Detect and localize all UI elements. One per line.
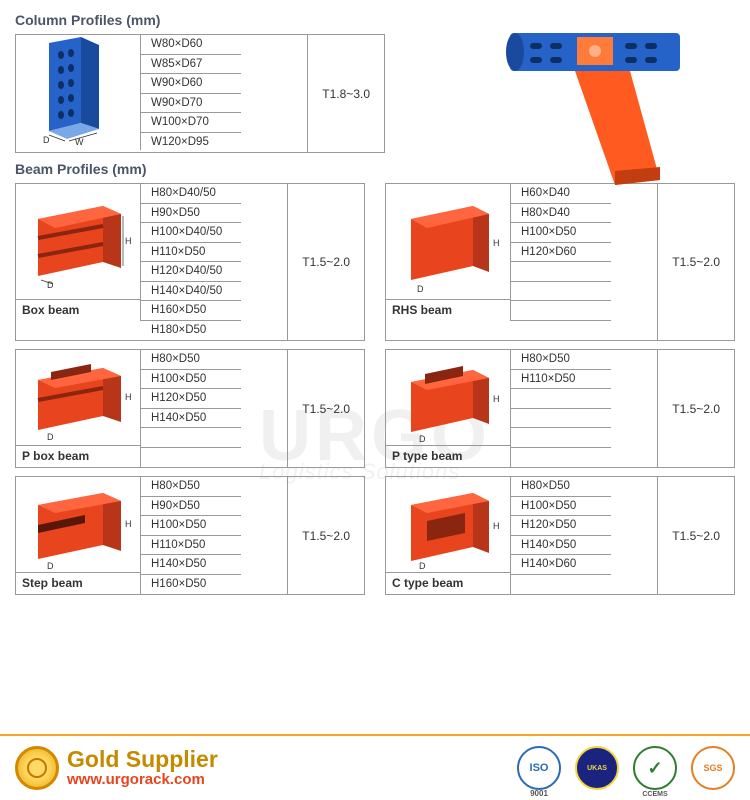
spec-cell: H160×D50 [141, 575, 241, 595]
ptype-beam-image: H D [386, 350, 510, 445]
certification-badges [517, 746, 735, 790]
rhs-beam-label: RHS beam [386, 299, 510, 321]
product-image [485, 15, 705, 195]
spec-cell: H140×D40/50 [141, 282, 241, 302]
spec-cell: H140×D60 [511, 555, 611, 575]
spec-cell [511, 448, 611, 468]
ptype-beam-thickness: T1.5~2.0 [658, 350, 734, 467]
ctype-beam-table: H D C type beam H80×D50 H100×D50 H120×D5… [385, 476, 735, 595]
ptype-beam-table: H D P type beam H80×D50 H110×D50 [385, 349, 735, 468]
spec-cell: H100×D50 [141, 516, 241, 536]
spec-cell [141, 428, 241, 448]
spec-cell [511, 428, 611, 448]
spec-cell: H120×D50 [511, 516, 611, 536]
ctype-beam-image: H D [386, 477, 510, 572]
column-profile-image: D W [16, 35, 140, 150]
spec-cell: H80×D50 [511, 477, 611, 497]
spec-cell: H140×D50 [141, 555, 241, 575]
spec-cell: H110×D50 [141, 536, 241, 556]
svg-text:D: D [43, 135, 50, 145]
spec-cell [511, 575, 611, 595]
box-beam-table: H D Box beam H80×D40/50 H90×D50 H100×D40… [15, 183, 365, 341]
footer-url: www.urgorack.com [67, 771, 218, 789]
spec-cell: W120×D95 [141, 133, 241, 153]
rhs-beam-thickness: T1.5~2.0 [658, 184, 734, 340]
step-beam-thickness: T1.5~2.0 [288, 477, 364, 594]
pbox-beam-label: P box beam [16, 445, 140, 467]
gold-supplier-text: Gold Supplier [67, 748, 218, 771]
spec-cell: H90×D50 [141, 204, 241, 224]
box-beam-image: H D [16, 184, 140, 299]
spec-cell [511, 282, 611, 302]
svg-text:H: H [493, 394, 500, 404]
iso-badge-icon [517, 746, 561, 790]
spec-cell: H160×D50 [141, 301, 241, 321]
sgs-badge-icon [691, 746, 735, 790]
column-thickness: T1.8~3.0 [308, 35, 384, 152]
spec-cell: W90×D60 [141, 74, 241, 94]
ctype-beam-label: C type beam [386, 572, 510, 594]
spec-cell [511, 409, 611, 429]
spec-cell: H110×D50 [511, 370, 611, 390]
spec-cell: H120×D60 [511, 243, 611, 263]
box-beam-thickness: T1.5~2.0 [288, 184, 364, 340]
spec-cell: H90×D50 [141, 497, 241, 517]
step-beam-image: H D [16, 477, 140, 572]
svg-text:D: D [47, 280, 54, 290]
gold-coin-icon [15, 746, 59, 790]
spec-cell: H80×D50 [141, 477, 241, 497]
spec-cell: W80×D60 [141, 35, 241, 55]
svg-text:D: D [419, 561, 426, 571]
spec-cell [511, 321, 611, 341]
spec-cell: H100×D50 [141, 370, 241, 390]
svg-text:H: H [125, 392, 132, 402]
spec-cell: W85×D67 [141, 55, 241, 75]
ctype-beam-thickness: T1.5~2.0 [658, 477, 734, 594]
spec-cell: H140×D50 [511, 536, 611, 556]
rhs-beam-table: H D RHS beam H60×D40 H80×D40 H100×D50 H1… [385, 183, 735, 341]
spec-cell: H180×D50 [141, 321, 241, 341]
pbox-beam-table: H D P box beam H80×D50 H100×D50 H120×D50… [15, 349, 365, 468]
spec-cell: H100×D50 [511, 497, 611, 517]
footer: Gold Supplier www.urgorack.com [0, 734, 750, 800]
spec-cell: H140×D50 [141, 409, 241, 429]
spec-cell: H80×D40 [511, 204, 611, 224]
spec-cell: H120×D40/50 [141, 262, 241, 282]
spec-cell: H100×D40/50 [141, 223, 241, 243]
spec-cell [511, 389, 611, 409]
ccems-badge-icon [633, 746, 677, 790]
column-sizes: W80×D60 W85×D67 W90×D60 W90×D70 W100×D70… [141, 35, 308, 152]
spec-cell [511, 301, 611, 321]
svg-text:H: H [125, 236, 132, 246]
box-beam-label: Box beam [16, 299, 140, 321]
spec-cell: W100×D70 [141, 113, 241, 133]
svg-text:H: H [125, 519, 132, 529]
step-beam-table: H D Step beam H80×D50 H90×D50 H100×D50 H… [15, 476, 365, 595]
svg-text:H: H [493, 238, 500, 248]
spec-cell: W90×D70 [141, 94, 241, 114]
svg-text:D: D [417, 284, 424, 294]
svg-text:D: D [47, 561, 54, 571]
spec-cell [141, 448, 241, 468]
spec-cell: H120×D50 [141, 389, 241, 409]
pbox-beam-image: H D [16, 350, 140, 445]
spec-cell [511, 262, 611, 282]
spec-cell: H80×D50 [141, 350, 241, 370]
ptype-beam-label: P type beam [386, 445, 510, 467]
spec-cell: H100×D50 [511, 223, 611, 243]
svg-text:D: D [419, 434, 426, 444]
svg-text:D: D [47, 432, 54, 442]
step-beam-label: Step beam [16, 572, 140, 594]
spec-cell: H110×D50 [141, 243, 241, 263]
pbox-beam-thickness: T1.5~2.0 [288, 350, 364, 467]
svg-text:H: H [493, 521, 500, 531]
rhs-beam-image: H D [386, 184, 510, 299]
spec-cell: H80×D50 [511, 350, 611, 370]
ukas-badge-icon [575, 746, 619, 790]
spec-cell: H80×D40/50 [141, 184, 241, 204]
column-table: D W W80×D60 W85×D67 W90×D60 W90×D70 W100… [15, 34, 385, 153]
